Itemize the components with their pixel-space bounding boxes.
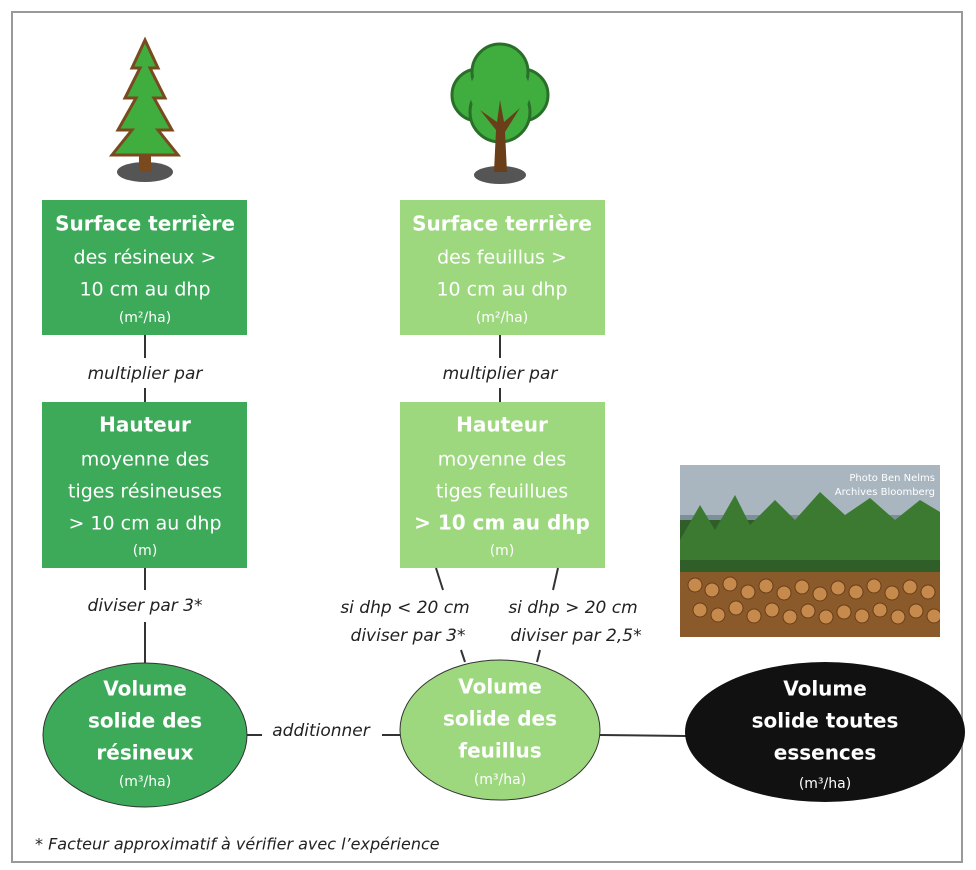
node-text: 10 cm au dhp xyxy=(79,279,210,301)
node-title: Volume xyxy=(783,677,867,701)
connector xyxy=(552,567,559,591)
connector xyxy=(435,567,444,591)
node-title: Surface terrière xyxy=(55,212,235,236)
edge-label: additionner xyxy=(272,721,371,741)
node-title: Volume xyxy=(458,675,542,699)
node-text: des résineux > xyxy=(74,247,217,269)
node-title: Volume xyxy=(103,677,187,701)
box-node xyxy=(42,200,247,335)
box-node xyxy=(400,200,605,335)
footnote: * Facteur approximatif à vérifier avec l… xyxy=(35,835,440,854)
box-node xyxy=(400,402,605,568)
node-text: moyenne des xyxy=(81,449,210,471)
ellipse-node xyxy=(685,662,965,802)
node-text: 10 cm au dhp xyxy=(436,279,567,301)
node-text: > 10 cm au dhp xyxy=(414,511,590,535)
deciduous-icon xyxy=(450,42,550,184)
node-text: > 10 cm au dhp xyxy=(68,513,221,535)
node-unit: (m) xyxy=(490,543,515,559)
node-title: solide des xyxy=(88,709,202,733)
connector xyxy=(536,649,541,663)
node-title: Hauteur xyxy=(456,413,548,437)
node-title: solide toutes xyxy=(752,709,899,733)
ellipse-node xyxy=(399,659,601,801)
node-title: feuillus xyxy=(458,739,541,763)
box-node xyxy=(42,402,247,568)
node-title: essences xyxy=(774,741,877,765)
node-unit: (m²/ha) xyxy=(476,310,528,326)
conifer-icon xyxy=(108,36,182,182)
edge-label: diviser par 3* xyxy=(88,596,203,616)
node-text: des feuillus > xyxy=(437,247,567,269)
photo-credit: Archives Bloomberg xyxy=(835,487,935,498)
photo: Photo Ben Nelms Archives Bloomberg xyxy=(680,465,940,637)
edge-label: diviser par 2,5* xyxy=(510,626,641,646)
photo-credit: Photo Ben Nelms xyxy=(849,473,935,484)
edge-label: si dhp > 20 cm xyxy=(508,598,637,618)
connector xyxy=(599,734,687,737)
node-title: Surface terrière xyxy=(412,212,592,236)
node-text: tiges résineuses xyxy=(68,481,222,503)
frame xyxy=(11,11,963,863)
node-unit: (m²/ha) xyxy=(119,310,171,326)
node-title: solide des xyxy=(443,707,557,731)
node-title: Hauteur xyxy=(99,413,191,437)
edge-label: diviser par 3* xyxy=(351,626,466,646)
node-text: tiges feuillues xyxy=(436,481,568,503)
edge-label: multiplier par xyxy=(88,364,204,384)
edge-label: multiplier par xyxy=(443,364,559,384)
node-unit: (m³/ha) xyxy=(119,774,171,790)
connector xyxy=(460,649,466,663)
node-text: moyenne des xyxy=(438,449,567,471)
node-unit: (m) xyxy=(133,543,158,559)
node-unit: (m³/ha) xyxy=(474,772,526,788)
edge-label: si dhp < 20 cm xyxy=(340,598,469,618)
node-title: résineux xyxy=(96,741,193,765)
node-unit: (m³/ha) xyxy=(799,776,851,792)
